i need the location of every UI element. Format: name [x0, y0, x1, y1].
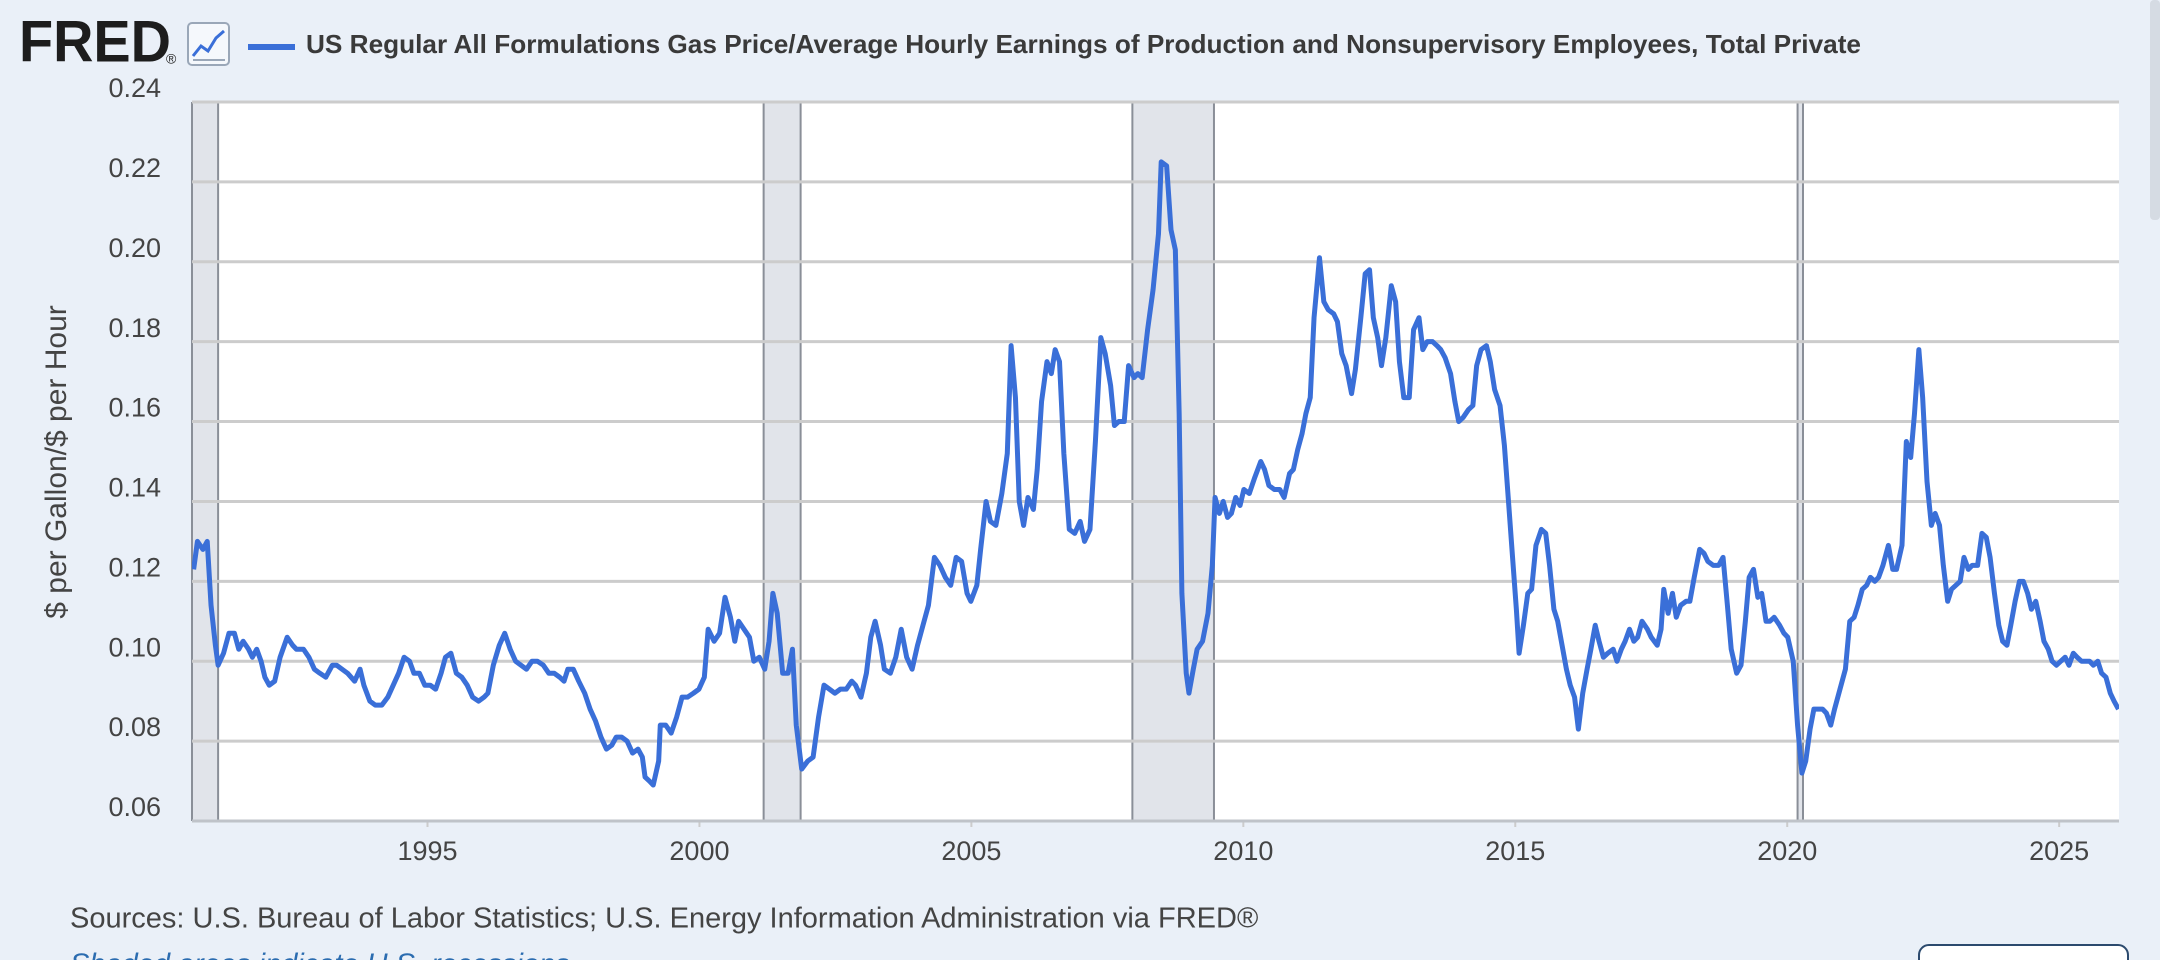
y-tick-label: 0.14: [108, 473, 161, 503]
y-axis-label: $ per Gallon/$ per Hour: [40, 305, 73, 619]
plot-lines: [192, 159, 2119, 788]
x-tick-label: 2005: [941, 836, 1001, 866]
button[interactable]: [1918, 944, 2129, 960]
recession-band: [1797, 102, 1804, 821]
x-tick-label: 2010: [1213, 836, 1273, 866]
scrollbar-thumb: [2150, 0, 2160, 220]
y-tick-label: 0.16: [108, 393, 161, 423]
y-tick-label: 0.18: [108, 313, 161, 343]
y-tick-label: 0.06: [108, 792, 161, 822]
x-tick-label: 1995: [397, 836, 457, 866]
recession-note[interactable]: Shaded areas indicate U.S. recessions.: [70, 949, 578, 960]
x-tick-label: 2020: [1757, 836, 1817, 866]
y-tick-label: 0.10: [108, 632, 161, 662]
y-tick-label: 0.22: [108, 153, 161, 183]
logo[interactable]: FRED: [19, 9, 171, 74]
sources: Sources: U.S. Bureau of Labor Statistics…: [70, 903, 1258, 935]
legend-label: US Regular All Formulations Gas Price/Av…: [306, 29, 1861, 59]
recession-band: [1132, 102, 1214, 821]
data-line: [192, 159, 2119, 788]
logo-mark: ®: [166, 51, 177, 67]
y-tick-label: 0.20: [108, 233, 161, 263]
x-tick-label: 2025: [2029, 836, 2089, 866]
x-tick-label: 2015: [1485, 836, 1545, 866]
graph-icon: [187, 22, 230, 66]
y-tick-label: 0.24: [108, 73, 161, 103]
y-tick-label: 0.12: [108, 552, 161, 582]
recession-band: [192, 102, 219, 821]
x-tick-label: 2000: [669, 836, 729, 866]
y-tick-label: 0.08: [108, 712, 161, 742]
